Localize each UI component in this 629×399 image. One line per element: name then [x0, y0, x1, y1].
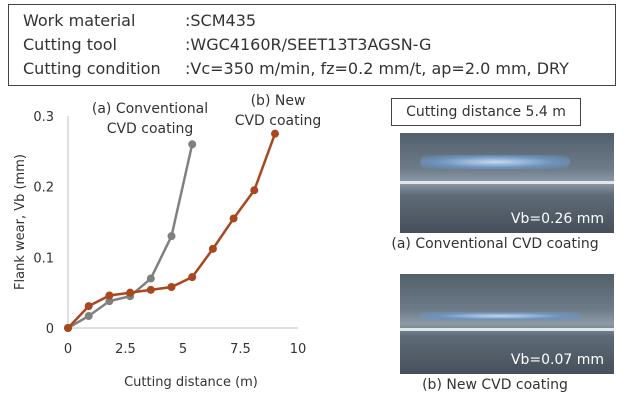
photo-caption-new: (b) New CVD coating [422, 377, 568, 393]
x-tick-label: 2.5 [115, 342, 136, 357]
cutting-edge-line [400, 328, 614, 331]
condition-label: Work material [23, 11, 136, 30]
series-label: (b) New [251, 93, 306, 109]
series-label: (a) Conventional [92, 101, 208, 117]
flank-wear-chart: 0 0.1 0.2 0.3 0 2.5 5 7.5 10 Cutting distance (m)… [13, 93, 322, 390]
x-tick-label: 0 [64, 342, 72, 357]
data-point [250, 186, 259, 195]
vb-value: Vb=0.26 mm [510, 211, 604, 227]
data-point [126, 288, 135, 297]
cutting-distance-label: Cutting distance 5.4 m [391, 98, 581, 126]
data-point [84, 311, 93, 320]
condition-value: :Vc=350 m/min, fz=0.2 mm/t, ap=2.0 mm, D… [185, 59, 569, 78]
condition-row: Cutting condition :Vc=350 m/min, fz=0.2 … [23, 57, 615, 81]
condition-value: :WGC4160R/SEET13T3AGSN-G [185, 35, 432, 54]
y-tick-label: 0.2 [33, 181, 54, 196]
data-point [271, 129, 279, 138]
data-point [105, 297, 114, 306]
data-point [208, 244, 217, 253]
photo-caption-conventional: (a) Conventional CVD coating [391, 236, 599, 252]
y-tick-label: 0.3 [33, 110, 54, 125]
data-point [188, 140, 197, 149]
x-tick-label: 7.5 [230, 342, 251, 357]
wear-scar [420, 155, 570, 169]
vb-value: Vb=0.07 mm [510, 352, 604, 368]
condition-label: Cutting condition [23, 59, 161, 78]
data-point [167, 232, 176, 241]
wear-scar [420, 312, 580, 320]
y-axis-label: Flank wear, Vb (mm) [13, 154, 28, 290]
x-tick-label: 10 [290, 342, 307, 357]
insert-photo-new: Vb=0.07 mm [400, 274, 614, 374]
x-axis-label: Cutting distance (m) [124, 375, 258, 390]
condition-row: Cutting tool :WGC4160R/SEET13T3AGSN-G [23, 33, 615, 57]
data-point [188, 273, 197, 282]
series-label: CVD coating [235, 113, 322, 129]
condition-value: :SCM435 [185, 11, 257, 30]
data-point [84, 302, 93, 311]
y-tick-label: 0.1 [33, 251, 54, 266]
condition-row: Work material :SCM435 [23, 9, 615, 33]
y-tick-label: 0 [46, 322, 54, 337]
cutting-conditions-box: Work material :SCM435 Cutting tool :WGC4… [8, 4, 616, 86]
data-point [167, 283, 176, 292]
cutting-edge-line [400, 181, 614, 184]
data-point [64, 324, 72, 332]
data-point [146, 274, 155, 283]
condition-label: Cutting tool [23, 35, 117, 54]
series-label: CVD coating [107, 121, 194, 137]
insert-photo-conventional: Vb=0.26 mm [400, 133, 614, 233]
x-tick-label: 5 [179, 342, 187, 357]
data-point [146, 285, 155, 294]
data-point [229, 214, 238, 223]
data-point [105, 291, 114, 300]
